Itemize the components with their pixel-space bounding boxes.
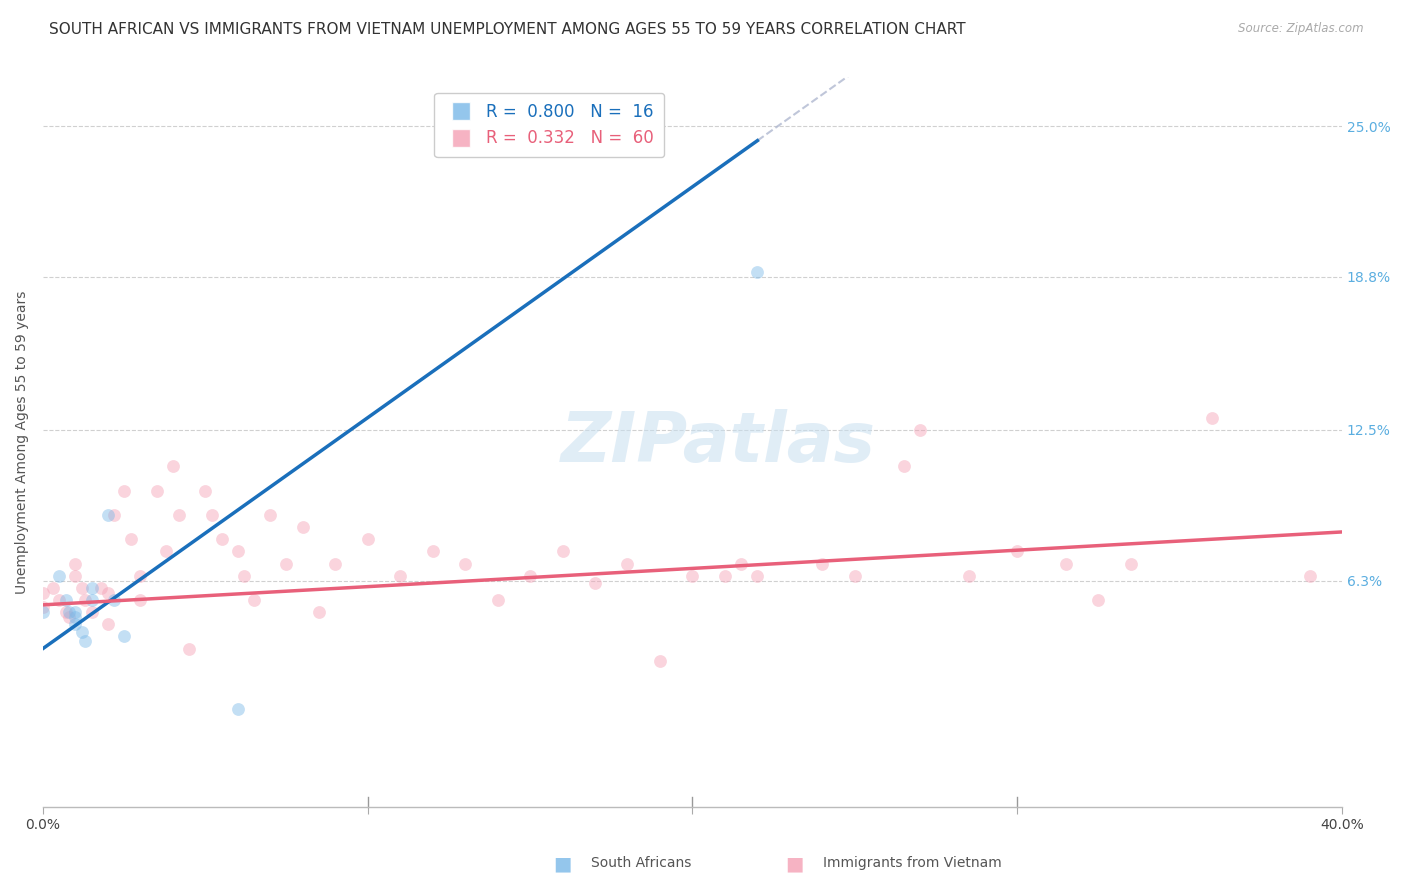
Point	[112, 483, 135, 498]
Point	[97, 585, 120, 599]
Point	[243, 593, 266, 607]
Point	[323, 557, 346, 571]
Point	[145, 483, 167, 498]
Point	[58, 605, 80, 619]
Point	[422, 544, 444, 558]
Point	[129, 568, 152, 582]
Point	[58, 610, 80, 624]
Point	[48, 593, 70, 607]
Y-axis label: Unemployment Among Ages 55 to 59 years: Unemployment Among Ages 55 to 59 years	[15, 290, 30, 594]
Point	[112, 630, 135, 644]
Point	[32, 600, 55, 615]
Point	[201, 508, 224, 522]
Text: SOUTH AFRICAN VS IMMIGRANTS FROM VIETNAM UNEMPLOYMENT AMONG AGES 55 TO 59 YEARS : SOUTH AFRICAN VS IMMIGRANTS FROM VIETNAM…	[49, 22, 966, 37]
Point	[80, 581, 103, 595]
Point	[519, 568, 541, 582]
Point	[169, 508, 191, 522]
Point	[1298, 568, 1320, 582]
Point	[97, 508, 120, 522]
Point	[308, 605, 330, 619]
Point	[55, 593, 77, 607]
Point	[389, 568, 412, 582]
Point	[65, 557, 87, 571]
Text: Source: ZipAtlas.com: Source: ZipAtlas.com	[1239, 22, 1364, 36]
Point	[70, 581, 93, 595]
Point	[65, 568, 87, 582]
Point	[32, 605, 55, 619]
Point	[226, 544, 249, 558]
Legend: R =  0.800   N =  16, R =  0.332   N =  60: R = 0.800 N = 16, R = 0.332 N = 60	[434, 93, 664, 157]
Point	[1054, 557, 1077, 571]
Point	[80, 605, 103, 619]
Point	[75, 634, 97, 648]
Point	[70, 624, 93, 639]
Point	[48, 568, 70, 582]
Point	[65, 610, 87, 624]
Point	[908, 423, 931, 437]
Point	[41, 581, 63, 595]
Point	[211, 533, 233, 547]
Point	[226, 702, 249, 716]
Point	[811, 557, 834, 571]
Text: ■: ■	[553, 854, 572, 873]
Point	[97, 617, 120, 632]
Point	[551, 544, 574, 558]
Point	[276, 557, 298, 571]
Point	[681, 568, 703, 582]
Point	[155, 544, 177, 558]
Point	[714, 568, 737, 582]
Point	[177, 641, 200, 656]
Point	[103, 593, 125, 607]
Point	[648, 654, 671, 668]
Point	[259, 508, 281, 522]
Text: Immigrants from Vietnam: Immigrants from Vietnam	[823, 856, 1001, 871]
Point	[233, 568, 256, 582]
Point	[103, 508, 125, 522]
Point	[55, 605, 77, 619]
Text: ■: ■	[785, 854, 804, 873]
Point	[1005, 544, 1028, 558]
Point	[65, 605, 87, 619]
Point	[1119, 557, 1142, 571]
Point	[454, 557, 477, 571]
Point	[162, 459, 184, 474]
Point	[1201, 410, 1223, 425]
Point	[357, 533, 380, 547]
Point	[583, 576, 606, 591]
Point	[486, 593, 509, 607]
Point	[291, 520, 314, 534]
Point	[957, 568, 980, 582]
Point	[730, 557, 752, 571]
Point	[893, 459, 915, 474]
Point	[1087, 593, 1109, 607]
Point	[80, 593, 103, 607]
Point	[747, 568, 769, 582]
Point	[844, 568, 866, 582]
Text: South Africans: South Africans	[591, 856, 690, 871]
Point	[65, 617, 87, 632]
Text: ZIPatlas: ZIPatlas	[561, 409, 876, 475]
Point	[129, 593, 152, 607]
Point	[194, 483, 217, 498]
Point	[32, 585, 55, 599]
Point	[75, 593, 97, 607]
Point	[616, 557, 638, 571]
Point	[120, 533, 142, 547]
Point	[90, 581, 112, 595]
Point	[747, 265, 769, 279]
